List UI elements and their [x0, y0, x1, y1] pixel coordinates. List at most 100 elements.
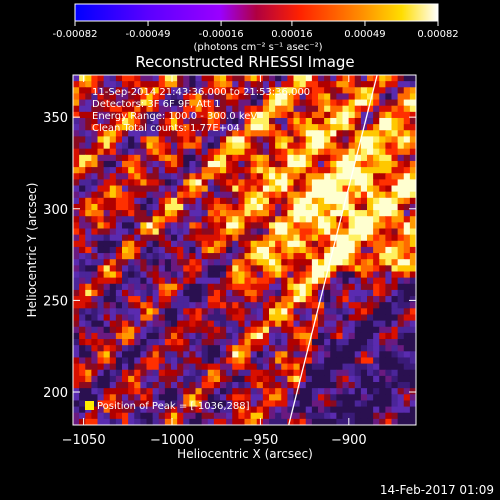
- heatmap-cell: [122, 339, 129, 346]
- heatmap-cell: [213, 117, 221, 125]
- heatmap-cell: [177, 87, 184, 95]
- heatmap-cell: [311, 185, 319, 193]
- heatmap-cell: [269, 93, 276, 101]
- heatmap-cell: [354, 296, 362, 303]
- heatmap-cell: [207, 75, 215, 82]
- heatmap-cell: [158, 203, 166, 211]
- heatmap-cell: [299, 351, 307, 359]
- heatmap-cell: [238, 111, 246, 119]
- heatmap-cell: [134, 394, 141, 402]
- heatmap-cell: [244, 418, 252, 425]
- heatmap-cell: [122, 117, 129, 125]
- heatmap-cell: [305, 400, 313, 408]
- heatmap-cell: [305, 271, 313, 279]
- heatmap-cell: [79, 203, 86, 211]
- heatmap-cell: [97, 75, 105, 82]
- heatmap-cell: [262, 191, 270, 199]
- heatmap-cell: [348, 81, 356, 88]
- heatmap-cell: [183, 388, 190, 395]
- heatmap-cell: [256, 234, 264, 242]
- heatmap-cell: [195, 136, 203, 144]
- heatmap-cell: [391, 259, 399, 266]
- heatmap-cell: [171, 332, 178, 340]
- heatmap-cell: [391, 185, 399, 193]
- heatmap-cell: [336, 271, 344, 279]
- heatmap-cell: [311, 406, 319, 414]
- heatmap-cell: [207, 259, 215, 266]
- heatmap-cell: [379, 302, 386, 309]
- heatmap-cell: [354, 117, 362, 125]
- heatmap-cell: [226, 234, 233, 242]
- heatmap-cell: [250, 400, 258, 408]
- heatmap-cell: [115, 332, 123, 340]
- x-tick-label: −900: [331, 433, 367, 448]
- heatmap-cell: [207, 124, 215, 131]
- heatmap-cell: [262, 75, 270, 82]
- heatmap-cell: [244, 253, 252, 260]
- heatmap-cell: [195, 357, 203, 365]
- heatmap-cell: [403, 339, 411, 346]
- heatmap-cell: [177, 240, 184, 248]
- annotation-time-range: 11-Sep-2014 21:43:36.000 to 21:53:36.000: [92, 87, 310, 98]
- heatmap-cell: [103, 234, 111, 242]
- heatmap-cell: [391, 105, 399, 113]
- heatmap-cell: [336, 283, 344, 291]
- heatmap-cell: [397, 339, 405, 346]
- heatmap-cell: [140, 185, 148, 193]
- heatmap-cell: [397, 277, 405, 285]
- heatmap-cell: [232, 154, 239, 162]
- heatmap-cell: [73, 179, 80, 187]
- heatmap-cell: [342, 388, 350, 395]
- heatmap-cell: [269, 382, 276, 389]
- heatmap-cell: [311, 351, 319, 359]
- colorbar-tick-label: 0.00016: [271, 29, 312, 40]
- heatmap-cell: [128, 406, 135, 414]
- heatmap-cell: [128, 117, 135, 125]
- heatmap-cell: [226, 210, 233, 217]
- heatmap-cell: [244, 332, 252, 340]
- heatmap-cell: [269, 277, 276, 285]
- heatmap-cell: [171, 351, 178, 359]
- heatmap-cell: [305, 283, 313, 291]
- heatmap-cell: [342, 357, 350, 365]
- heatmap-cell: [311, 105, 319, 113]
- heatmap-cell: [305, 314, 313, 322]
- heatmap-cell: [391, 289, 399, 297]
- heatmap-cell: [220, 191, 227, 199]
- heatmap-cell: [403, 173, 411, 180]
- heatmap-cell: [305, 369, 313, 377]
- heatmap-cell: [171, 117, 178, 125]
- heatmap-cell: [213, 326, 221, 334]
- heatmap-cell: [73, 203, 80, 211]
- heatmap-cell: [391, 142, 399, 150]
- heatmap-cell: [213, 302, 221, 309]
- heatmap-cell: [122, 406, 129, 414]
- heatmap-cell: [220, 87, 227, 95]
- heatmap-cell: [171, 179, 178, 187]
- heatmap-cell: [360, 179, 368, 187]
- heatmap-cell: [275, 253, 282, 260]
- heatmap-cell: [391, 418, 399, 425]
- heatmap-cell: [250, 308, 258, 316]
- heatmap-cell: [250, 375, 258, 383]
- heatmap-cell: [281, 117, 288, 125]
- heatmap-cell: [201, 314, 209, 322]
- heatmap-cell: [348, 105, 356, 113]
- heatmap-cell: [189, 375, 197, 383]
- heatmap-cell: [373, 99, 380, 107]
- heatmap-cell: [103, 130, 111, 137]
- heatmap-cell: [360, 197, 368, 205]
- heatmap-cell: [367, 320, 374, 328]
- heatmap-cell: [250, 210, 258, 217]
- heatmap-cell: [379, 130, 386, 137]
- heatmap-cell: [109, 406, 117, 414]
- heatmap-cell: [220, 117, 227, 125]
- heatmap-cell: [134, 136, 141, 144]
- heatmap-cell: [397, 142, 405, 150]
- heatmap-cell: [367, 271, 374, 279]
- heatmap-cell: [97, 406, 105, 414]
- heatmap-cell: [171, 388, 178, 395]
- heatmap-cell: [164, 394, 172, 402]
- heatmap-cell: [397, 154, 405, 162]
- heatmap-cell: [269, 81, 276, 88]
